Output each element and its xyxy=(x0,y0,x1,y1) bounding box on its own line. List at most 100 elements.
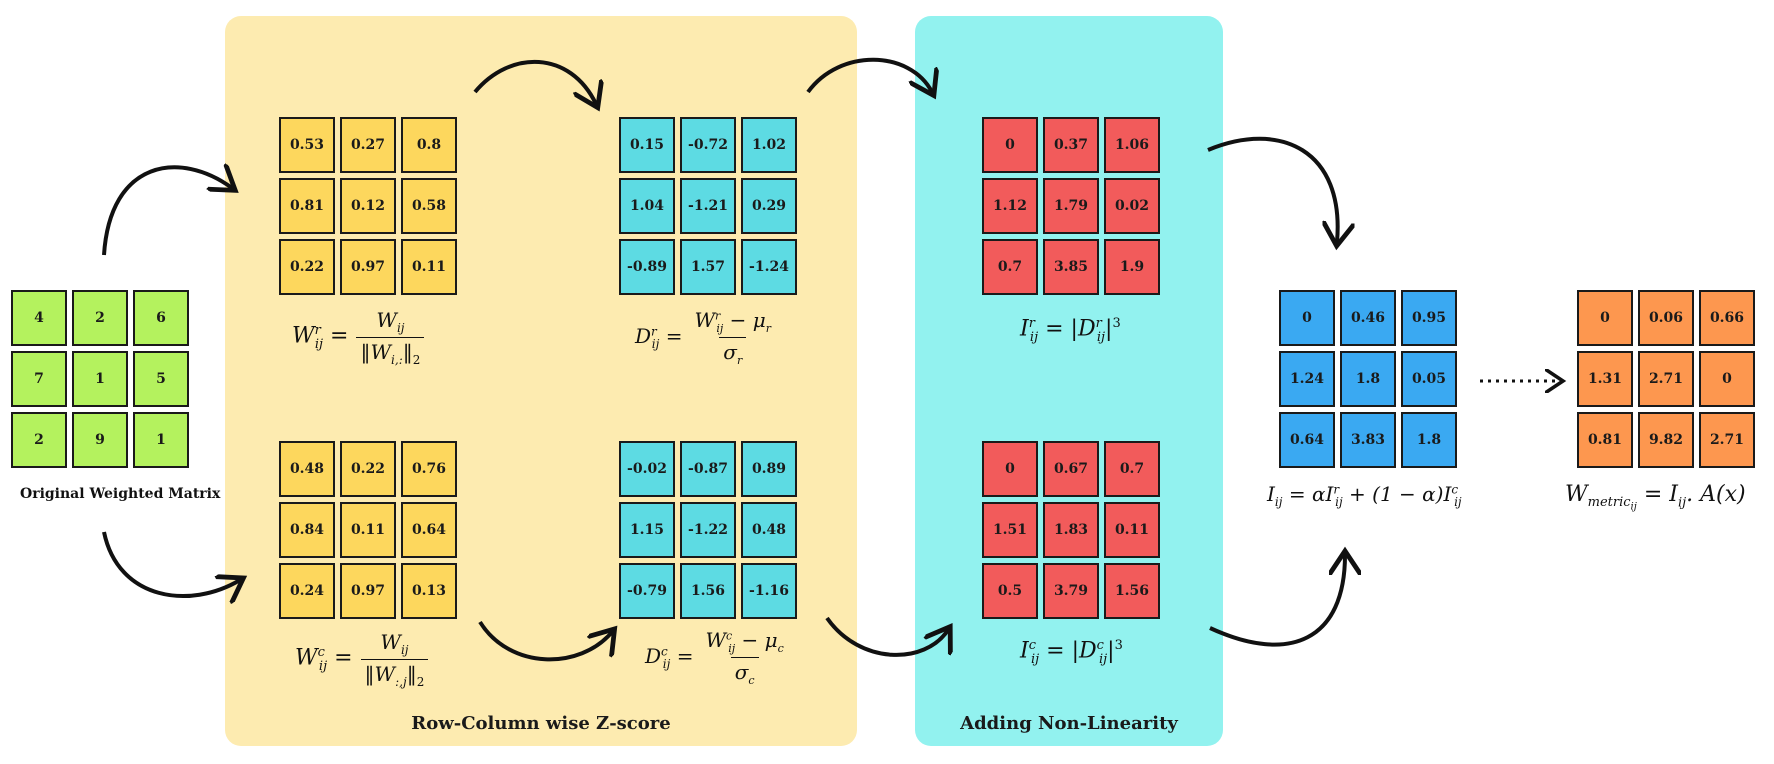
matrix-cell: 0.12 xyxy=(340,178,396,234)
matrix-cell: 2.71 xyxy=(1699,412,1755,468)
matrix-cell: 0.11 xyxy=(1104,502,1160,558)
matrix-cell: 6 xyxy=(133,290,189,346)
matrix-cell: 9 xyxy=(72,412,128,468)
row-zscore-formula: Drij = Wrij − μr σr xyxy=(635,308,771,367)
row-zscore-matrix: 0.15 -0.72 1.02 1.04 -1.21 0.29 -0.89 1.57 -1.24 xyxy=(619,117,797,295)
matrix-cell: 0.58 xyxy=(401,178,457,234)
matrix-cell: 0.53 xyxy=(279,117,335,173)
matrix-cell: 0.81 xyxy=(1577,412,1633,468)
zscore-panel-label: Row-Column wise Z-score xyxy=(411,713,671,734)
matrix-cell: 0.22 xyxy=(279,239,335,295)
arrow-col-zscore-to-nonlin xyxy=(825,616,948,657)
arrow-col-nonlin-to-combined xyxy=(1209,555,1345,647)
matrix-cell: 0.64 xyxy=(401,502,457,558)
matrix-cell: 0 xyxy=(1279,290,1335,346)
metric-formula: Wmetricij = Iij. A(x) xyxy=(1565,482,1746,513)
matrix-cell: 1.15 xyxy=(619,502,675,558)
matrix-cell: 5 xyxy=(133,351,189,407)
matrix-cell: 0 xyxy=(1577,290,1633,346)
arrow-row-nonlin-to-combined xyxy=(1207,136,1338,242)
arrow-row-zscore-to-nonlin xyxy=(806,57,932,92)
matrix-cell: 0.97 xyxy=(340,239,396,295)
matrix-cell: 3.79 xyxy=(1043,563,1099,619)
arrow-col-norm-to-zscore xyxy=(478,620,612,662)
column-nonlinearity-formula: Icij = |Dcij|3 xyxy=(1020,638,1123,667)
matrix-cell: 1 xyxy=(72,351,128,407)
combination-formula: Iij = αIrij + (1 − α)Icij xyxy=(1267,482,1462,509)
row-nonlinearity-formula: Irij = |Drij|3 xyxy=(1020,316,1121,345)
original-matrix-caption: Original Weighted Matrix xyxy=(20,486,221,502)
matrix-cell: -0.87 xyxy=(680,441,736,497)
matrix-cell: 1.02 xyxy=(741,117,797,173)
matrix-cell: 1.24 xyxy=(1279,351,1335,407)
arrow-original-to-row xyxy=(102,167,232,256)
column-zscore-matrix: -0.02 -0.87 0.89 1.15 -1.22 0.48 -0.79 1.56 -1.1… xyxy=(619,441,797,619)
matrix-cell: 1 xyxy=(133,412,189,468)
matrix-cell: 0.29 xyxy=(741,178,797,234)
matrix-cell: 0.97 xyxy=(340,563,396,619)
matrix-cell: 1.06 xyxy=(1104,117,1160,173)
matrix-cell: 1.51 xyxy=(982,502,1038,558)
matrix-cell: 3.85 xyxy=(1043,239,1099,295)
matrix-cell: 2 xyxy=(72,290,128,346)
matrix-cell: 0.05 xyxy=(1401,351,1457,407)
matrix-cell: 1.04 xyxy=(619,178,675,234)
matrix-cell: 1.8 xyxy=(1401,412,1457,468)
matrix-cell: -0.89 xyxy=(619,239,675,295)
matrix-cell: -1.24 xyxy=(741,239,797,295)
matrix-cell: 1.83 xyxy=(1043,502,1099,558)
matrix-cell: -1.21 xyxy=(680,178,736,234)
matrix-cell: 0.76 xyxy=(401,441,457,497)
matrix-cell: 0.27 xyxy=(340,117,396,173)
matrix-cell: 0.46 xyxy=(1340,290,1396,346)
matrix-cell: 0.89 xyxy=(741,441,797,497)
matrix-cell: 0.95 xyxy=(1401,290,1457,346)
matrix-cell: 0.5 xyxy=(982,563,1038,619)
matrix-cell: 1.12 xyxy=(982,178,1038,234)
matrix-cell: 0.64 xyxy=(1279,412,1335,468)
column-nonlinear-matrix: 0 0.67 0.7 1.51 1.83 0.11 0.5 3.79 1.56 xyxy=(982,441,1160,619)
matrix-cell: 4 xyxy=(11,290,67,346)
matrix-cell: 0.24 xyxy=(279,563,335,619)
combined-matrix: 0 0.46 0.95 1.24 1.8 0.05 0.64 3.83 1.8 xyxy=(1279,290,1457,468)
matrix-cell: 1.56 xyxy=(1104,563,1160,619)
matrix-cell: 0.48 xyxy=(741,502,797,558)
column-normalized-matrix: 0.48 0.22 0.76 0.84 0.11 0.64 0.24 0.97 0.13 xyxy=(279,441,457,619)
matrix-cell: 0.84 xyxy=(279,502,335,558)
arrow-row-norm-to-zscore xyxy=(473,60,596,104)
matrix-cell: 0 xyxy=(982,117,1038,173)
matrix-cell: 0.8 xyxy=(401,117,457,173)
matrix-cell: 0 xyxy=(982,441,1038,497)
matrix-cell: 0.67 xyxy=(1043,441,1099,497)
row-normalization-formula: Wrij = Wij ‖Wi,:‖2 xyxy=(292,308,425,367)
matrix-cell: 1.79 xyxy=(1043,178,1099,234)
column-zscore-formula: Dcij = Wcij − μc σc xyxy=(645,628,784,687)
metric-matrix: 0 0.06 0.66 1.31 2.71 0 0.81 9.82 2.71 xyxy=(1577,290,1755,468)
matrix-cell: 0.13 xyxy=(401,563,457,619)
row-nonlinear-matrix: 0 0.37 1.06 1.12 1.79 0.02 0.7 3.85 1.9 xyxy=(982,117,1160,295)
matrix-cell: 0.48 xyxy=(279,441,335,497)
matrix-cell: 0.66 xyxy=(1699,290,1755,346)
matrix-cell: -0.02 xyxy=(619,441,675,497)
matrix-cell: 1.31 xyxy=(1577,351,1633,407)
matrix-cell: 0.15 xyxy=(619,117,675,173)
matrix-cell: 0.22 xyxy=(340,441,396,497)
nonlinearity-panel-label: Adding Non-Linearity xyxy=(960,713,1178,734)
matrix-cell: 0.37 xyxy=(1043,117,1099,173)
column-normalization-formula: Wcij = Wij ‖W:,j‖2 xyxy=(295,630,429,689)
matrix-cell: 0.06 xyxy=(1638,290,1694,346)
row-normalized-matrix: 0.53 0.27 0.8 0.81 0.12 0.58 0.22 0.97 0.11 xyxy=(279,117,457,295)
matrix-cell: 7 xyxy=(11,351,67,407)
matrix-cell: 0.7 xyxy=(982,239,1038,295)
matrix-cell: -1.16 xyxy=(741,563,797,619)
matrix-cell: 9.82 xyxy=(1638,412,1694,468)
matrix-cell: 1.9 xyxy=(1104,239,1160,295)
matrix-cell: -0.72 xyxy=(680,117,736,173)
matrix-cell: 2.71 xyxy=(1638,351,1694,407)
matrix-cell: 0.11 xyxy=(401,239,457,295)
matrix-cell: 1.56 xyxy=(680,563,736,619)
matrix-cell: -0.79 xyxy=(619,563,675,619)
matrix-cell: 0 xyxy=(1699,351,1755,407)
